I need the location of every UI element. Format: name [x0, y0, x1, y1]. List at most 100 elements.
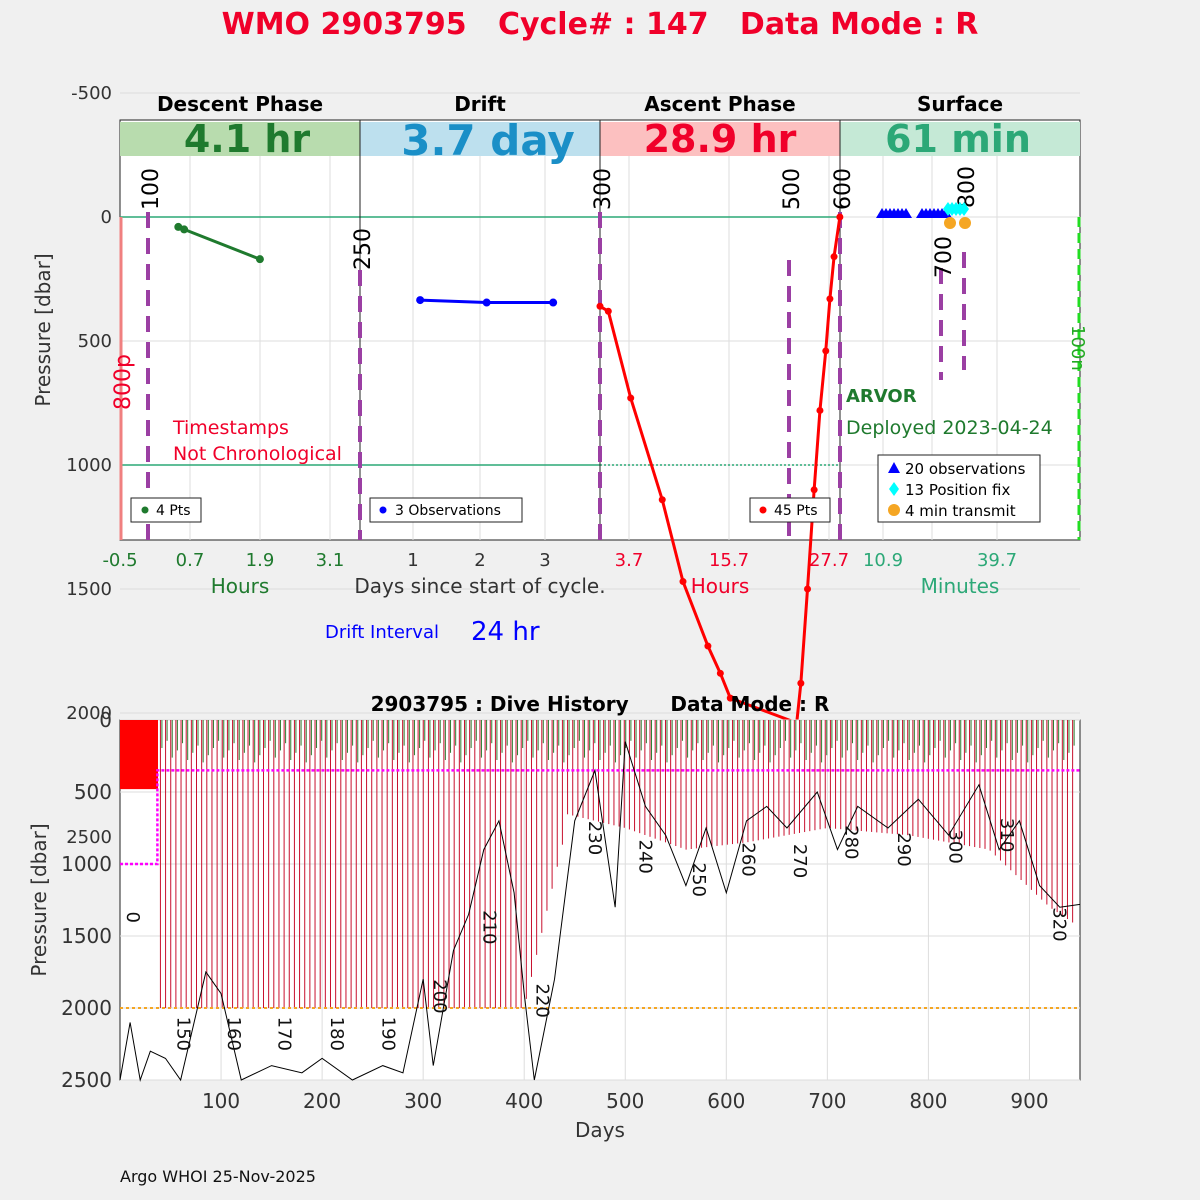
top-y-tick-label: -500: [71, 83, 112, 104]
cycle-label: 160: [223, 1017, 244, 1051]
bottom-x-tick-label: 300: [404, 1089, 442, 1113]
bottom-y-tick-label: 500: [74, 780, 112, 804]
ascent-point: [726, 694, 734, 702]
ascent-point: [679, 578, 687, 586]
transmit-marker: [944, 217, 956, 229]
descent-tick-3: 1.9: [246, 550, 275, 571]
surface-legend-transmit: 4 min transmit: [905, 502, 1016, 520]
descent-phase-title: Descent Phase: [157, 92, 323, 116]
bottom-y-axis-label: Pressure [dbar]: [27, 823, 51, 976]
bottom-x-tick-label: 700: [808, 1089, 846, 1113]
ascent-point: [830, 253, 838, 261]
bottom-x-tick-label: 200: [303, 1089, 341, 1113]
marker-label-700: 700: [932, 236, 957, 278]
drift-interval-label: Drift Interval: [325, 622, 439, 643]
drift-point: [416, 296, 425, 305]
bottom-y-tick-label: 0: [99, 708, 112, 732]
ascent-point: [836, 213, 844, 221]
ascent-point: [716, 669, 724, 677]
ascent-point: [627, 394, 635, 402]
bottom-x-axis-ticks: 100 200 300 400 500 600 700 800 900: [202, 1089, 1049, 1113]
top-y-tick-label: 1000: [66, 455, 112, 476]
top-y-tick-label: 2500: [66, 827, 112, 848]
warning-line-1: Timestamps: [172, 417, 289, 439]
ascent-legend-text: 45 Pts: [774, 503, 818, 519]
surface-legend-box: [877, 454, 1041, 523]
top-y-tick-label: 2000: [66, 703, 112, 724]
bottom-y-tick-label: 1500: [61, 924, 112, 948]
marker-label-800: 800: [955, 166, 980, 208]
cycle-label: 240: [634, 840, 655, 874]
cycle-label: 320: [1049, 907, 1070, 941]
cycle-label: 150: [173, 1017, 194, 1051]
marker-label-100: 100: [139, 168, 164, 210]
bottom-title: 2903795 : Dive History Data Mode : R: [371, 692, 830, 716]
surface-phase-title: Surface: [917, 92, 1003, 116]
descent-tick-2: 0.7: [176, 550, 205, 571]
observations-legend-marker: [888, 462, 900, 473]
position-fix-marker: [959, 202, 969, 216]
cycle-label: 300: [945, 829, 966, 863]
right-side-label: 100n: [1067, 325, 1088, 371]
bottom-y-axis-ticks: 0 500 1000 1500 2000 2500: [61, 708, 112, 1092]
ascent-header-box: [600, 122, 840, 156]
ascent-point: [826, 295, 834, 303]
marker-label-600: 600: [831, 168, 856, 210]
top-series: [174, 202, 971, 727]
descent-tick-4: 3.1: [316, 550, 345, 571]
surface-header-box: [840, 122, 1080, 156]
ascent-legend: 45 Pts: [749, 497, 831, 523]
cycle-label: 260: [737, 842, 758, 876]
marker-label-250: 250: [351, 228, 376, 270]
drift-point: [549, 298, 558, 307]
descent-point: [180, 225, 189, 234]
marker-label-500: 500: [780, 168, 805, 210]
drift-legend-box: [369, 497, 523, 523]
ascent-tick-3: 27.7: [809, 550, 849, 571]
bottom-y-tick-label: 2000: [61, 996, 112, 1020]
bottom-panel: 2903795 : Dive History Data Mode : R 0 50…: [27, 692, 1081, 1142]
descent-header-box: [120, 122, 360, 156]
top-panel: Descent Phase Drift Ascent Phase Surface…: [31, 83, 1088, 848]
marker-label-300: 300: [591, 168, 616, 210]
surface-legend-observations: 20 observations: [905, 460, 1026, 478]
transmit-marker: [959, 217, 971, 229]
bottom-x-tick-label: 600: [707, 1089, 745, 1113]
cycle-label: 210: [479, 910, 500, 944]
cycle-label: 170: [274, 1017, 295, 1051]
descent-x-label: Hours: [211, 574, 270, 598]
ascent-point: [704, 642, 712, 650]
cycle-label: 250: [688, 863, 709, 897]
deployment-date: Deployed 2023-04-24: [846, 417, 1053, 439]
cycle-label: 310: [996, 818, 1017, 852]
float-type: ARVOR: [846, 386, 917, 407]
descent-duration: 4.1 hr: [184, 117, 311, 161]
ascent-point: [822, 347, 830, 355]
top-y-tick-label: 1500: [66, 579, 112, 600]
ascent-point: [816, 406, 824, 414]
drift-interval-value: 24 hr: [471, 617, 540, 647]
ascent-legend-marker: [759, 506, 767, 514]
center-x-label: Days since start of cycle.: [354, 574, 605, 598]
initial-profile-block: [120, 720, 158, 790]
top-y-tick-label: 500: [78, 331, 112, 352]
cycle-label: 200: [429, 979, 450, 1013]
surface-tick-1: 10.9: [863, 550, 903, 571]
drift-tick-2: 2: [474, 550, 485, 571]
bottom-plot-area: [119, 719, 1081, 1081]
ascent-tick-1: 3.7: [615, 550, 644, 571]
figure-title: WMO 2903795 Cycle# : 147 Data Mode : R: [222, 7, 979, 42]
descent-point: [255, 255, 264, 264]
drift-legend-text: 3 Observations: [395, 503, 501, 519]
left-side-label: 800p: [111, 354, 136, 410]
drift-point: [482, 298, 491, 307]
drift-legend: 3 Observations: [369, 497, 523, 523]
drift-tick-3: 3: [539, 550, 550, 571]
ascent-x-label: Hours: [691, 574, 750, 598]
descent-legend-marker: [141, 506, 149, 514]
transmit-legend-marker: [888, 504, 900, 516]
bottom-depth-line: [119, 741, 1081, 1082]
bottom-x-tick-label: 100: [202, 1089, 240, 1113]
bottom-y-tick-label: 1000: [61, 852, 112, 876]
